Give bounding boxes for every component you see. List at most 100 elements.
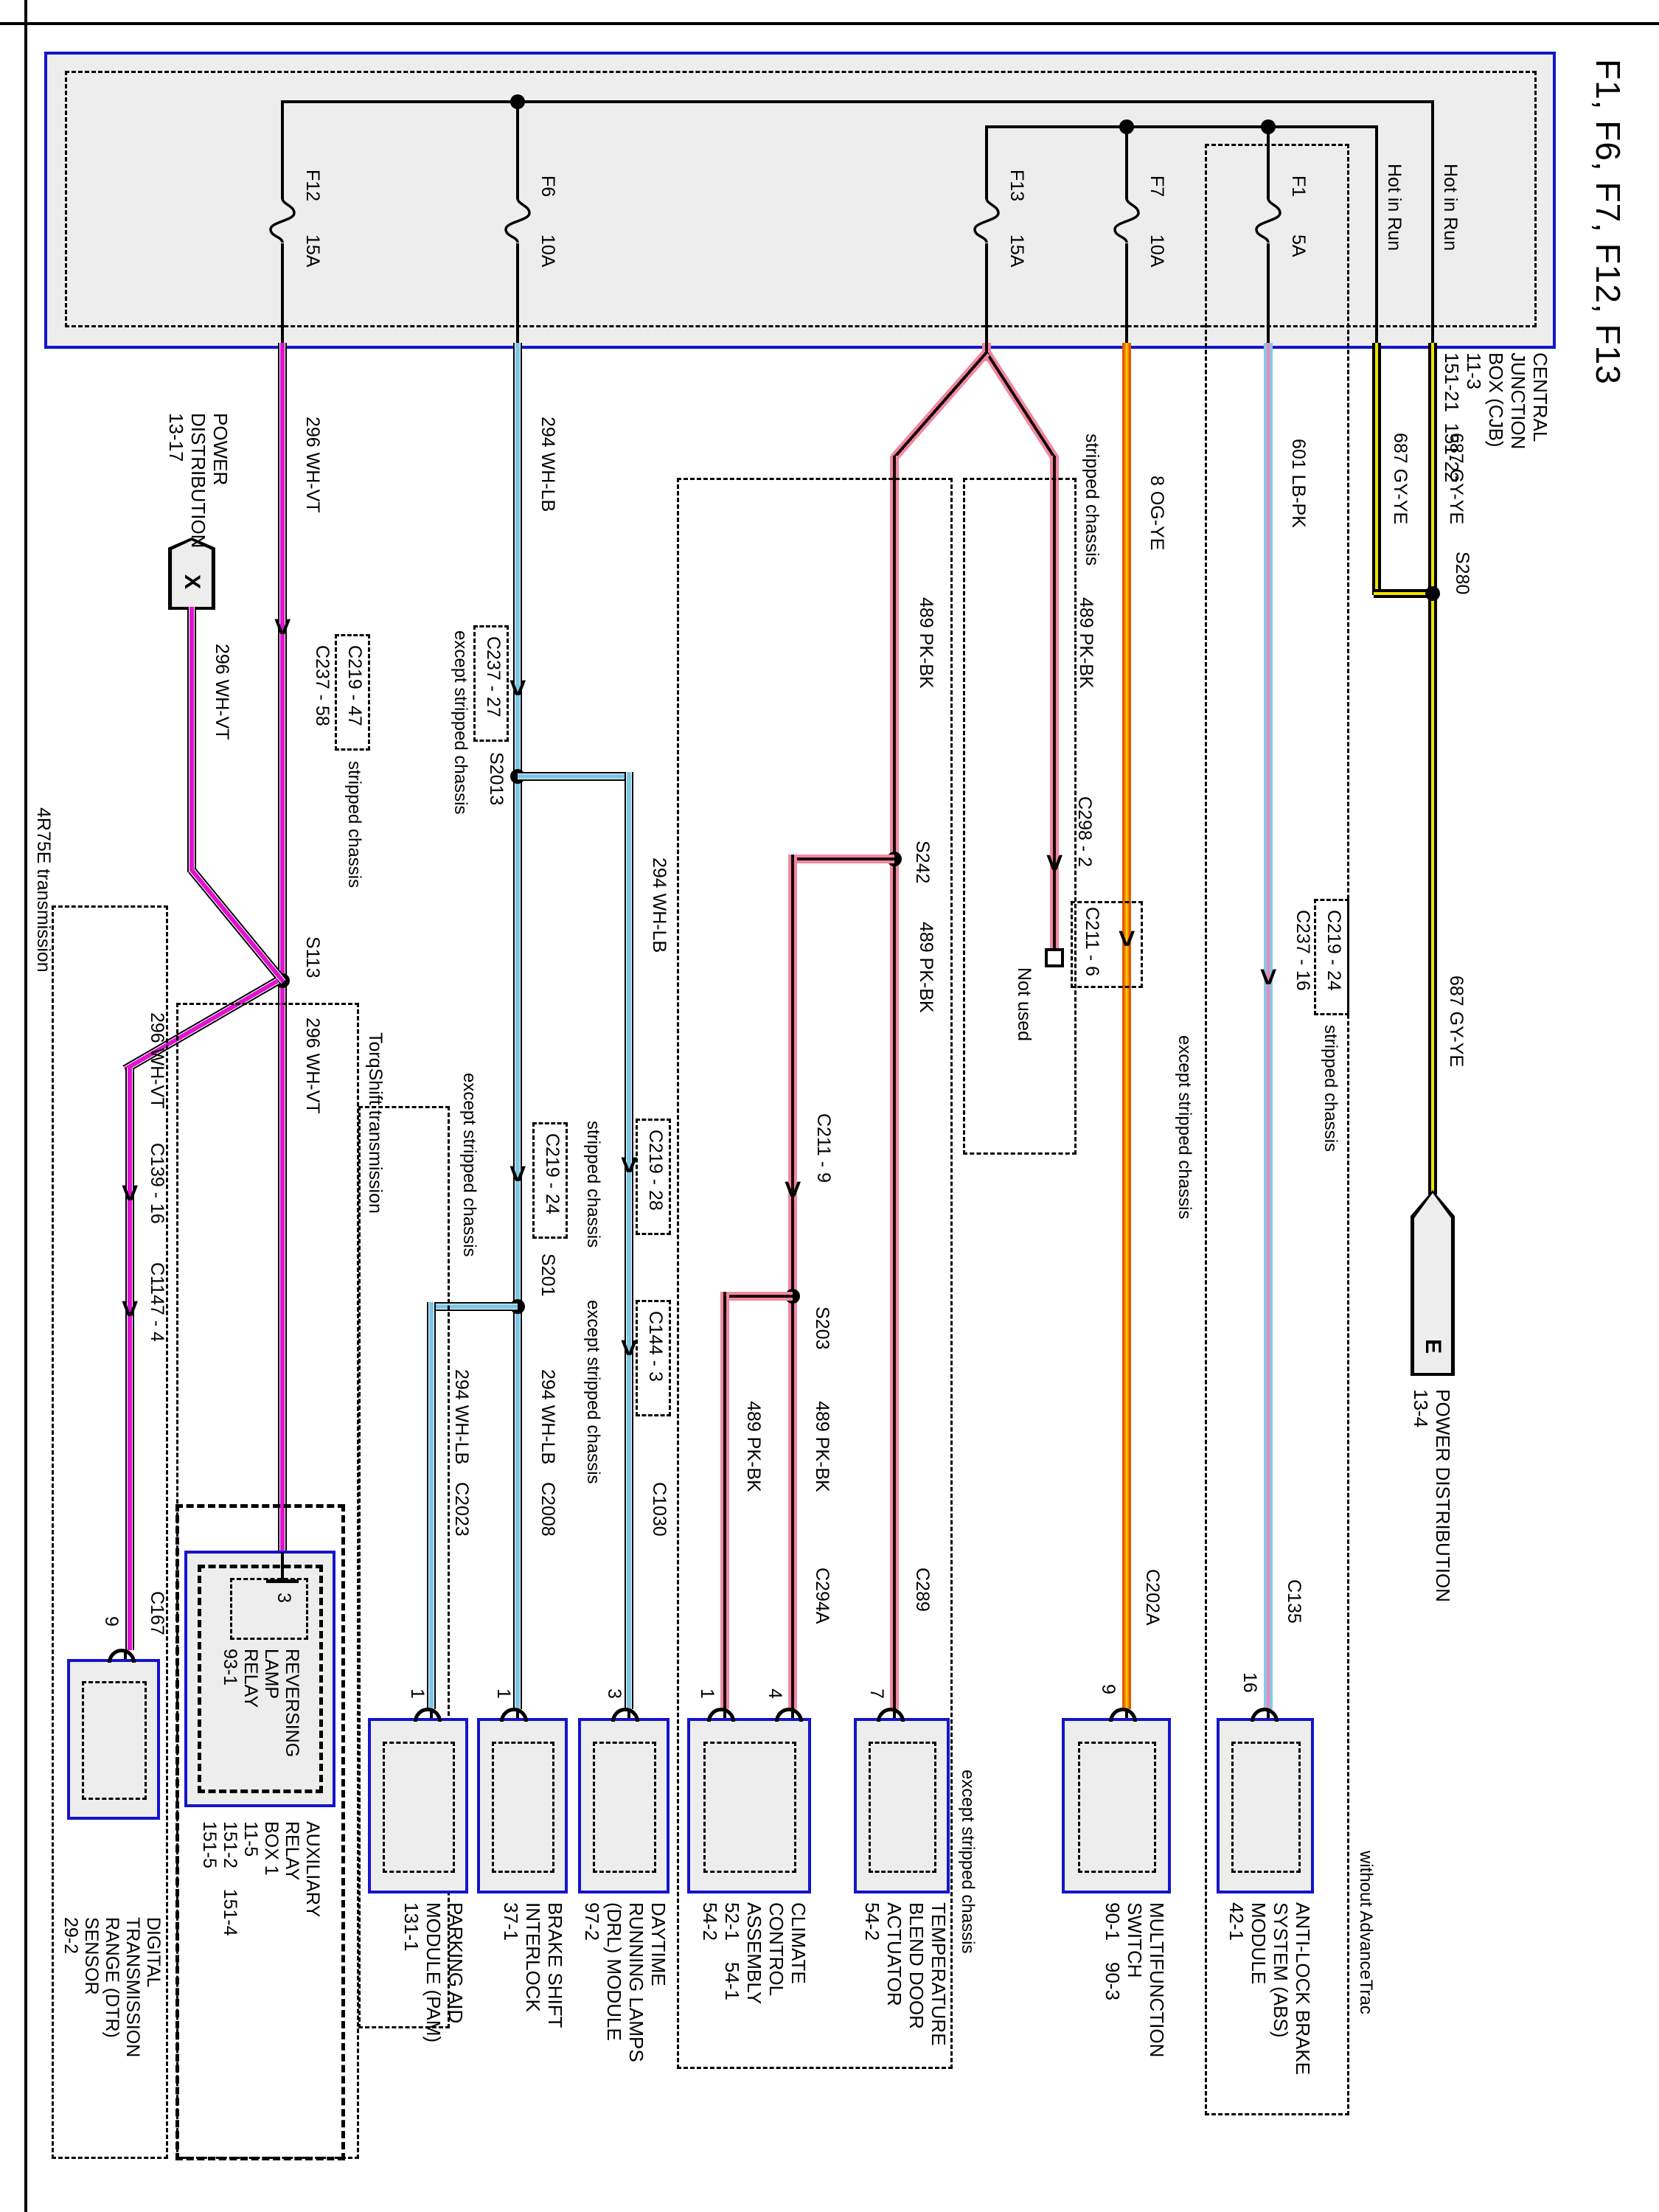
splice-s201-label: S201 (538, 1253, 558, 1297)
fuse-symbol-f1 (1255, 198, 1281, 243)
f12-lead2 (281, 243, 284, 344)
power-distribution-out-label: POWER DISTRIBUTION 13-4 (1410, 1389, 1454, 1602)
connector-c219-28-label: C219 - 28 (645, 1130, 666, 1211)
wire-294-label: 294 WH-LB (649, 858, 669, 953)
fuse-f6-name: F6 (538, 175, 558, 198)
multi-pin-number: 9 (1098, 1684, 1119, 1694)
f6-lead2 (516, 243, 519, 344)
feed-hot1 (1431, 100, 1434, 343)
offpage-e-letter: E (1421, 1338, 1445, 1354)
dtr-label: DIGITAL TRANSMISSION RANGE (DTR) SENSOR 29-2 (60, 1917, 164, 2058)
note-4r75e: 4R75E transmission (33, 807, 54, 973)
fuse-f13-amp: 15A (1006, 234, 1027, 268)
f13-lead2 (985, 243, 988, 344)
connector-c298-2-label: C298 - 2 (1074, 796, 1095, 867)
fuse-symbol-f6 (504, 198, 531, 243)
f7-lead2 (1125, 243, 1128, 344)
power-distribution-in-label: POWER DISTRIBUTION 13-17 (165, 413, 232, 549)
wire-687-label: 687 GY-YE (1390, 433, 1411, 525)
connector-c211-6-label: C211 - 6 (1082, 907, 1102, 977)
relay-lead (281, 1552, 284, 1582)
fuse-f12-name: F12 (302, 170, 323, 202)
wire-687-a (1372, 343, 1381, 595)
drl-label: DAYTIME RUNNING LAMPS (DRL) MODULE 97-2 (581, 1902, 669, 2062)
cjb-bus1 (281, 100, 1434, 103)
climate-label: CLIMATE CONTROL ASSEMBLY 52-1 54-1 54-2 (699, 1902, 810, 2005)
wire-296-x (187, 607, 196, 872)
wire-8-label: 8 OG-YE (1147, 476, 1167, 551)
wire-294-drl (625, 772, 633, 1709)
connector-c219-24b-arrow: > (501, 1165, 534, 1183)
connector-c2023-label: C2023 (451, 1482, 472, 1537)
wire-489-diag-up (982, 349, 1059, 460)
dtr-inner (82, 1681, 147, 1800)
note-stripped-chassis: stripped chassis (583, 1121, 603, 1248)
note-except-stripped: except stripped chassis (958, 1770, 978, 1954)
connector-c2008-label: C2008 (538, 1482, 558, 1537)
note-except-stripped: except stripped chassis (451, 630, 470, 815)
bus-junction (1119, 119, 1134, 134)
fuse-f13-name: F13 (1006, 170, 1027, 202)
splice-s280-label: S280 (1452, 552, 1472, 595)
wire-687-label: 687 GY-YE (1446, 433, 1467, 525)
wire-294-up-riser (518, 772, 629, 781)
wire-489-label: 489 PK-BK (1076, 597, 1096, 689)
connector-c202a-label: C202A (1142, 1569, 1163, 1626)
drl-inner (593, 1742, 656, 1873)
f6-lead (516, 100, 519, 199)
note-stripped-chassis: stripped chassis (344, 761, 364, 888)
relay-pin-cavity (230, 1578, 308, 1640)
offpage-e-connector[interactable]: E (1413, 1193, 1452, 1373)
note-except-stripped: except stripped chassis (459, 1073, 479, 1257)
fuse-f12-amp: 15A (302, 234, 323, 268)
temp-inner (869, 1742, 936, 1873)
cjb-bus2 (985, 125, 1378, 128)
temp-label: TEMPERATURE BLEND DOOR ACTUATOR 54-2 (861, 1902, 950, 2046)
fuse-symbol-f7 (1113, 198, 1140, 243)
wire-687-b (1428, 343, 1437, 1194)
relay-pin-number: 3 (274, 1593, 294, 1603)
fuse-f7-amp: 10A (1147, 234, 1167, 268)
splice-s280-dot (1425, 586, 1440, 601)
relay-label: REVERSING LAMP RELAY 93-1 (220, 1649, 302, 1758)
multi-inner (1078, 1742, 1156, 1873)
brake-label: BRAKE SHIFT INTERLOCK 37-1 (500, 1902, 566, 2028)
pam-inner (383, 1742, 455, 1873)
page-title: F1, F6, F7, F12, F13 (1589, 59, 1627, 385)
wire-296-label: 296 WH-VT (302, 417, 323, 513)
wire-294-label: 294 WH-LB (538, 1369, 558, 1465)
connector-c219-47-label: C219 - 47 (344, 645, 365, 726)
wire-296-x-diag (188, 867, 288, 985)
note-except-stripped: except stripped chassis (583, 1300, 603, 1484)
connector-c1030-label: C1030 (649, 1482, 669, 1537)
wire-8 (1122, 343, 1131, 1709)
brake-inner (492, 1742, 554, 1873)
offpage-x-connector[interactable]: X (171, 540, 212, 607)
stripped-chassis-dashed-box (963, 478, 1077, 1155)
pam-label: PARKING AID MODULE (PAM) 131-1 (400, 1902, 467, 2043)
page-frame-bottom (24, 0, 27, 2212)
connector-c219-47-arrow: > (266, 618, 299, 636)
hot-in-run-label: Hot in Run (1440, 164, 1461, 251)
fuse-f6-amp: 10A (538, 234, 558, 268)
abs-label: ANTI-LOCK BRAKE SYSTEM (ABS) MODULE 42-1 (1225, 1902, 1314, 2076)
f7-lead (1125, 125, 1128, 199)
connector-c237-58-label: C237 - 58 (312, 645, 333, 726)
auxbox-label: AUXILIARY RELAY BOX 1 11-5 151-2 151-4 151-5 (199, 1821, 323, 1936)
note-stripped-chassis: stripped chassis (1082, 434, 1102, 566)
note-except-stripped: except stripped chassis (1175, 1035, 1194, 1220)
note-advancetrac: without AdvanceTrac (1356, 1851, 1376, 2014)
fuse-symbol-f12 (269, 198, 296, 243)
wire-294-label: 294 WH-LB (451, 1369, 472, 1465)
multi-label: MULTIFUNCTION SWITCH 90-1 90-3 (1102, 1902, 1168, 2058)
drl-pin-number: 3 (604, 1688, 625, 1699)
splice-s113-label: S113 (302, 936, 323, 978)
f13-lead (985, 125, 988, 199)
splice-s2013-label: S2013 (486, 752, 507, 806)
wire-294-main (513, 343, 522, 1709)
f12-lead (281, 100, 284, 199)
feed-hot2 (1375, 125, 1378, 343)
relay-pin-bar (266, 1579, 299, 1583)
abs-inner (1231, 1742, 1301, 1873)
